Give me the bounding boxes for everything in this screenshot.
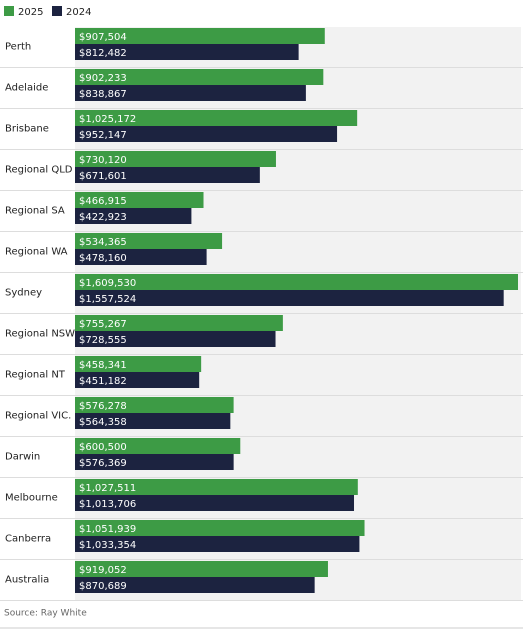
value-label: $902,233	[79, 73, 127, 84]
value-label: $919,052	[79, 565, 127, 576]
legend-label: 2025	[18, 7, 43, 18]
value-label: $1,609,530	[79, 278, 136, 289]
value-label: $1,013,706	[79, 499, 136, 510]
bar	[75, 110, 358, 126]
bar	[75, 438, 241, 454]
value-label: $728,555	[79, 335, 127, 346]
bar	[75, 495, 355, 511]
value-label: $952,147	[79, 130, 127, 141]
value-label: $564,358	[79, 417, 127, 428]
value-label: $1,025,172	[79, 114, 136, 125]
bar	[75, 479, 358, 495]
bar	[75, 126, 338, 142]
value-label: $478,160	[79, 253, 127, 264]
value-label: $838,867	[79, 89, 127, 100]
value-label: $458,341	[79, 360, 127, 371]
legend-swatch	[52, 6, 62, 16]
bar	[75, 28, 325, 44]
bar	[75, 372, 200, 388]
category-label: Melbourne	[5, 493, 58, 504]
value-label: $576,369	[79, 458, 127, 469]
category-label: Regional QLD	[5, 165, 73, 176]
bar	[75, 520, 365, 536]
value-label: $466,915	[79, 196, 127, 207]
bar	[75, 561, 328, 577]
bar	[75, 192, 204, 208]
bar	[75, 397, 234, 413]
bar	[75, 151, 276, 167]
bar	[75, 274, 518, 290]
category-label: Regional WA	[5, 247, 68, 258]
bar	[75, 454, 234, 470]
category-label: Sydney	[5, 288, 42, 299]
bar	[75, 85, 306, 101]
category-label: Australia	[5, 575, 49, 586]
category-label: Darwin	[5, 452, 40, 463]
bar	[75, 536, 360, 552]
value-label: $730,120	[79, 155, 127, 166]
value-label: $1,557,524	[79, 294, 136, 305]
bar	[75, 356, 202, 372]
value-label: $576,278	[79, 401, 127, 412]
category-label: Brisbane	[5, 124, 49, 135]
bar	[75, 413, 231, 429]
category-label: Regional NSW	[5, 329, 75, 340]
category-label: Regional NT	[5, 370, 66, 381]
legend-swatch	[4, 6, 14, 16]
bar	[75, 233, 223, 249]
value-label: $422,923	[79, 212, 127, 223]
value-label: $1,027,511	[79, 483, 136, 494]
value-label: $755,267	[79, 319, 127, 330]
value-label: $1,033,354	[79, 540, 136, 551]
source: Source: Ray White	[4, 609, 87, 619]
bar	[75, 208, 192, 224]
value-label: $671,601	[79, 171, 127, 182]
bar	[75, 331, 276, 347]
bar	[75, 44, 299, 60]
category-label: Adelaide	[5, 83, 48, 94]
bar	[75, 315, 283, 331]
category-label: Regional SA	[5, 206, 65, 217]
value-label: $870,689	[79, 581, 127, 592]
value-label: $812,482	[79, 48, 127, 59]
value-label: $907,504	[79, 32, 127, 43]
value-label: $534,365	[79, 237, 127, 248]
value-label: $451,182	[79, 376, 127, 387]
bar	[75, 249, 207, 265]
legend-label: 2024	[66, 7, 91, 18]
category-label: Canberra	[5, 534, 51, 545]
bar	[75, 167, 260, 183]
bar	[75, 577, 315, 593]
category-label: Regional VIC.	[5, 411, 71, 422]
bar	[75, 69, 324, 85]
category-label: Perth	[5, 42, 31, 53]
value-label: $1,051,939	[79, 524, 136, 535]
value-label: $600,500	[79, 442, 127, 453]
bar	[75, 290, 504, 306]
